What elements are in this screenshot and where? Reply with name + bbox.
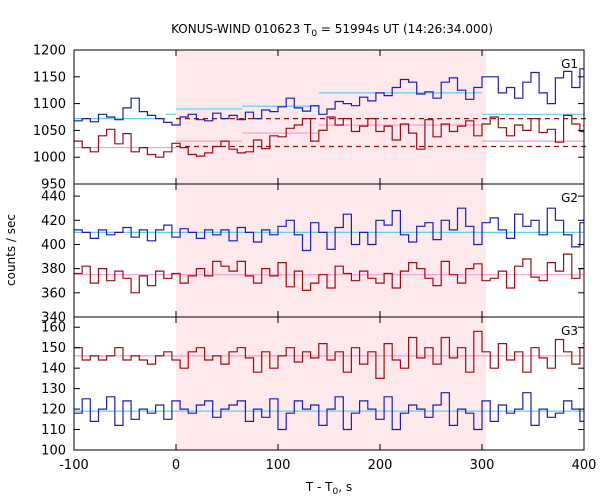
panel-g1: 950 1000 1050 1100 1150 1200 G1 bbox=[33, 44, 589, 193]
x-tick-label: 100 bbox=[266, 458, 291, 473]
y-tick-label-g1: 1200 bbox=[33, 44, 66, 59]
x-tick-label: 300 bbox=[470, 458, 495, 473]
chart-title-subscript: 0 bbox=[311, 29, 317, 39]
y-tick-label-g3: 130 bbox=[41, 382, 66, 397]
y-tick-label-g3: 110 bbox=[41, 423, 66, 438]
panel-label-g2: G2 bbox=[561, 191, 578, 205]
chart-title: KONUS-WIND 010623 T0 = 51994s UT (14:26:… bbox=[171, 22, 493, 39]
series-g2-blue-line bbox=[74, 200, 584, 252]
x-tick-label: -100 bbox=[59, 458, 89, 473]
panel-g3: 100 110 120 130 140 150 160 G3 bbox=[41, 316, 585, 459]
y-tick-label-g2: 340 bbox=[41, 311, 66, 326]
x-axis-title-subscript: 0 bbox=[333, 487, 339, 497]
panel-label-g1: G1 bbox=[561, 57, 578, 71]
y-tick-label-g3: 160 bbox=[41, 321, 66, 336]
series-g3-red-line bbox=[74, 326, 584, 379]
x-tick-label: 0 bbox=[172, 458, 180, 473]
y-tick-label-g2: 380 bbox=[41, 262, 66, 277]
x-axis-title-suffix: , s bbox=[338, 480, 352, 494]
y-tick-label-g2: 360 bbox=[41, 286, 66, 301]
y-tick-label-g1: 1000 bbox=[33, 151, 66, 166]
series-g1-blue-line bbox=[74, 68, 584, 126]
y-tick-label-g3: 140 bbox=[41, 362, 66, 377]
y-tick-label-g1: 1050 bbox=[33, 124, 66, 139]
series-g2-red-line bbox=[74, 253, 584, 294]
y-tick-label-g1: 1100 bbox=[33, 97, 66, 112]
chart-title-prefix: KONUS-WIND 010623 T bbox=[171, 22, 312, 36]
y-tick-label-g2: 400 bbox=[41, 238, 66, 253]
y-tick-label-g1: 1150 bbox=[33, 70, 66, 85]
x-tick-label: 200 bbox=[368, 458, 393, 473]
panel-label-g3: G3 bbox=[561, 324, 578, 338]
y-tick-label-g3: 120 bbox=[41, 403, 66, 418]
y-tick-label-g3: 100 bbox=[41, 444, 66, 459]
x-axis-title-prefix: T - T bbox=[305, 480, 333, 494]
series-g3-blue-line bbox=[74, 392, 584, 431]
x-tick-label: 400 bbox=[572, 458, 597, 473]
series-g1-red-line bbox=[74, 114, 584, 158]
highlight-interval bbox=[176, 50, 487, 450]
x-axis-title: T - T0, s bbox=[305, 480, 352, 497]
panel-frame-g3 bbox=[73, 316, 585, 451]
panel-g2: 340 360 380 400 420 440 G2 bbox=[41, 183, 585, 326]
y-tick-label-g1: 950 bbox=[41, 178, 66, 193]
y-tick-label-g2: 420 bbox=[41, 214, 66, 229]
y-axis-title: counts / sec bbox=[4, 214, 18, 286]
chart-title-suffix: = 51994s UT (14:26:34.000) bbox=[317, 22, 493, 36]
y-tick-label-g2: 440 bbox=[41, 190, 66, 205]
y-tick-label-g3: 150 bbox=[41, 341, 66, 356]
